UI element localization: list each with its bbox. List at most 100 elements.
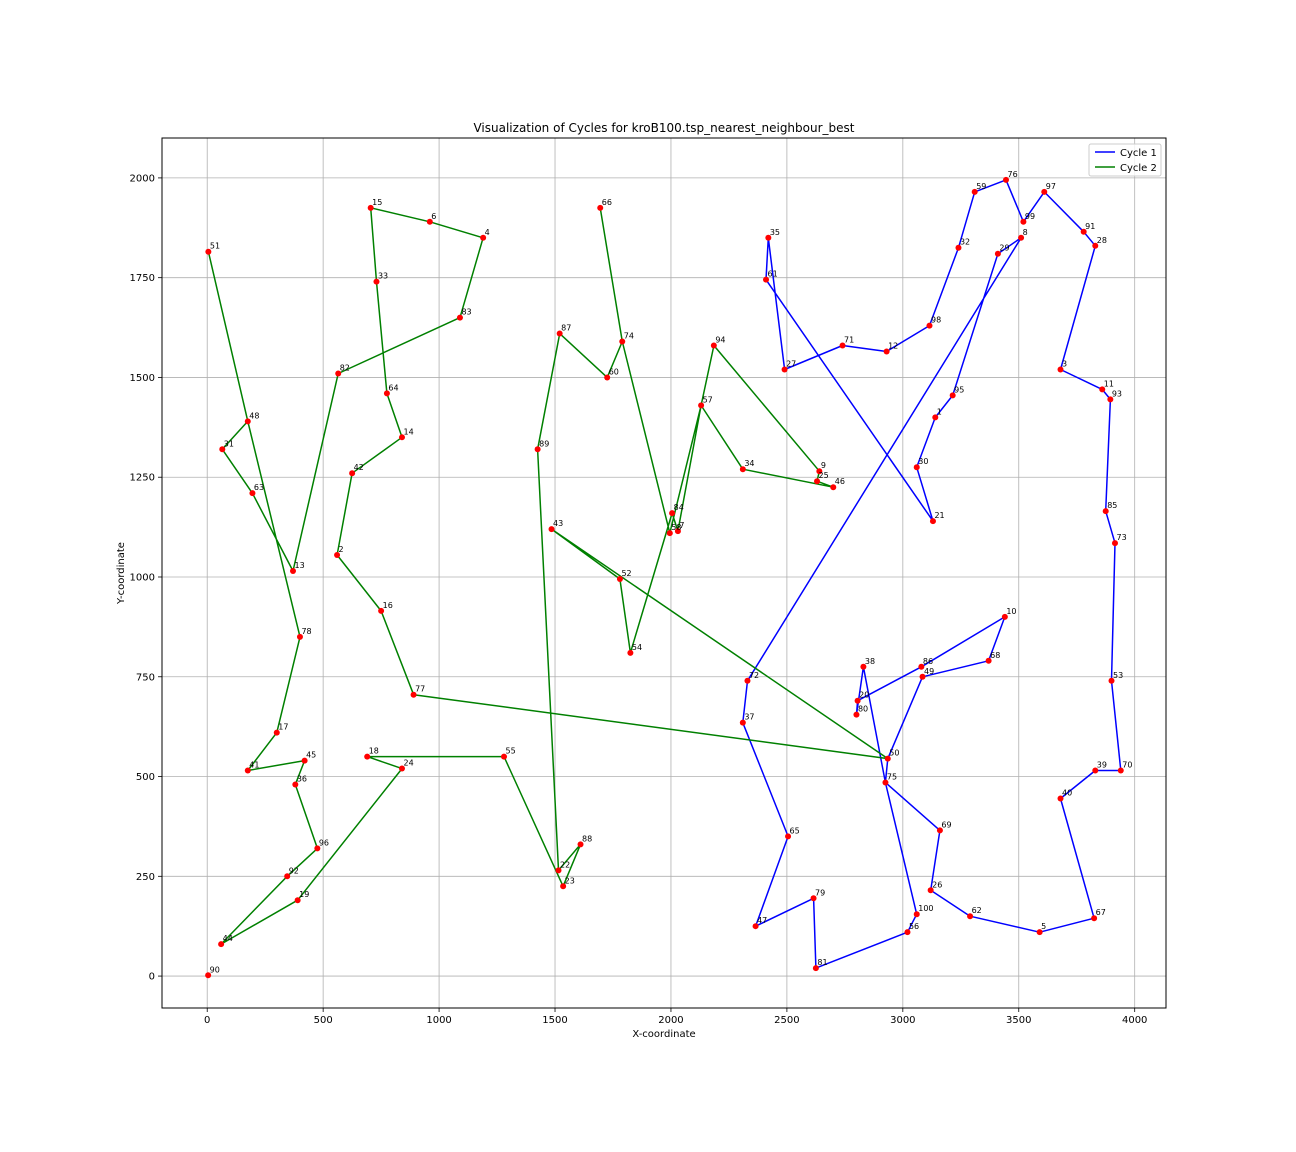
node-point-14 [398,434,405,441]
node-point-87 [556,330,563,337]
node-label-37: 37 [744,713,754,722]
node-point-31 [219,446,226,453]
node-point-81 [812,965,819,972]
node-point-39 [1092,767,1099,774]
node-label-57: 57 [703,395,713,404]
node-point-15 [367,204,374,211]
node-label-90: 90 [210,965,220,974]
node-point-18 [364,753,371,760]
node-label-7: 7 [679,521,684,530]
node-point-35 [765,234,772,241]
node-point-89 [534,446,541,453]
node-point-45 [301,757,308,764]
x-tick-label: 2500 [774,1015,799,1026]
node-point-100 [913,911,920,918]
node-point-99 [1020,218,1027,225]
node-point-33 [373,278,380,285]
node-label-75: 75 [887,773,897,782]
node-point-54 [627,649,634,656]
node-point-51 [205,248,212,255]
node-point-63 [249,490,256,497]
node-point-55 [501,753,508,760]
node-label-80: 80 [858,705,868,714]
node-point-95 [949,392,956,399]
node-label-76: 76 [1008,170,1018,179]
node-point-17 [273,729,280,736]
node-point-68 [985,657,992,664]
node-point-83 [456,314,463,321]
node-label-69: 69 [941,820,951,829]
node-point-32 [955,244,962,251]
node-point-84 [669,510,676,517]
node-label-59: 59 [976,182,986,191]
node-point-21 [929,518,936,525]
y-axis-label: Y-coordinate [116,542,127,605]
node-point-13 [290,568,297,575]
node-label-63: 63 [254,483,264,492]
node-label-36: 36 [297,775,307,784]
node-label-58: 58 [671,523,681,532]
node-label-86: 86 [923,657,933,666]
node-point-76 [1003,176,1010,183]
node-point-53 [1108,677,1115,684]
node-point-49 [919,673,926,680]
node-point-36 [292,781,299,788]
node-point-50 [884,755,891,762]
node-label-62: 62 [972,906,982,915]
node-label-44: 44 [223,934,233,943]
node-point-64 [383,390,390,397]
node-label-55: 55 [506,747,516,756]
legend-label-cycle-1: Cycle 1 [1120,148,1157,159]
node-label-91: 91 [1085,222,1095,231]
node-point-8 [1018,234,1025,241]
node-point-57 [698,402,705,409]
legend-label-cycle-2: Cycle 2 [1120,163,1157,174]
node-point-94 [710,342,717,349]
series-lines [207,179,1122,969]
node-point-70 [1117,767,1124,774]
node-label-30: 30 [918,457,928,466]
node-label-54: 54 [632,643,642,652]
node-label-61: 61 [768,270,778,279]
node-label-94: 94 [715,336,725,345]
node-point-52 [616,575,623,582]
x-tick-label: 3500 [1006,1015,1031,1026]
node-label-5: 5 [1041,922,1046,931]
plot-frame [161,137,1167,1009]
node-label-65: 65 [790,826,800,835]
x-tick-label: 4000 [1122,1015,1147,1026]
node-label-32: 32 [960,238,970,247]
legend: Cycle 1 Cycle 2 [1088,143,1162,177]
node-label-81: 81 [817,958,827,967]
node-label-88: 88 [582,834,592,843]
node-label-93: 93 [1112,389,1122,398]
node-point-19 [294,897,301,904]
series-line-cycle-2 [207,207,889,945]
node-point-11 [1099,386,1106,393]
node-point-77 [410,691,417,698]
node-label-8: 8 [1023,228,1028,237]
node-label-92: 92 [289,866,299,875]
node-label-73: 73 [1116,533,1126,542]
node-label-56: 56 [909,922,919,931]
y-tick-label: 500 [136,772,155,783]
node-label-6: 6 [431,212,436,221]
node-point-75 [882,779,889,786]
node-point-12 [883,348,890,355]
node-label-4: 4 [485,228,490,237]
node-label-51: 51 [210,242,220,251]
node-point-73 [1111,540,1118,547]
node-label-45: 45 [306,751,316,760]
chart-title: Visualization of Cycles for kroB100.tsp_… [473,121,854,135]
node-point-20 [854,697,861,704]
node-point-46 [830,484,837,491]
node-point-2 [334,552,341,559]
node-point-65 [785,833,792,840]
node-point-16 [378,607,385,614]
node-label-66: 66 [602,198,612,207]
node-label-25: 25 [819,471,829,480]
node-point-30 [913,464,920,471]
node-label-28: 28 [1097,236,1107,245]
node-label-35: 35 [770,228,780,237]
node-label-82: 82 [340,363,350,372]
